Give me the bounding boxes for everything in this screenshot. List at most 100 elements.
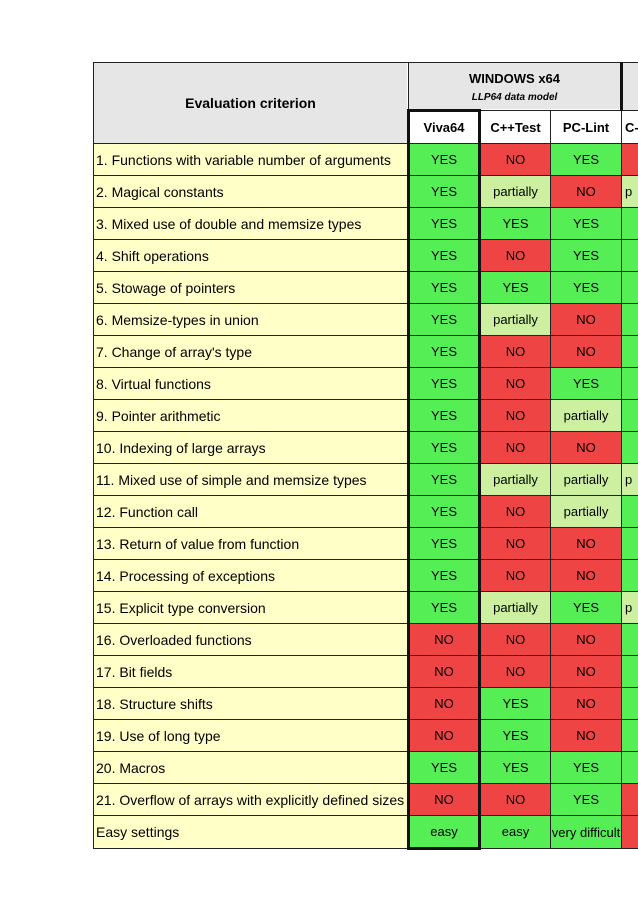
table-row: 13. Return of value from function YES NO NO	[93, 527, 638, 560]
criterion-cell: 7. Change of array's type	[93, 335, 409, 368]
table-row: 19. Use of long type NO YES NO	[93, 719, 638, 752]
table-row: Easy settings easy easy very difficult	[93, 815, 638, 850]
result-cell: YES	[407, 399, 481, 432]
result-cell	[621, 655, 638, 688]
result-cell: NO	[549, 687, 623, 720]
result-cell: NO	[479, 783, 551, 816]
criterion-cell: 3. Mixed use of double and memsize types	[93, 207, 409, 240]
result-cell: NO	[479, 239, 551, 272]
result-cell: NO	[549, 303, 623, 336]
result-cell: YES	[549, 271, 623, 304]
platform-subtitle: LLP64 data model	[471, 92, 558, 103]
table-row: 2. Magical constants YES partially NO p	[93, 175, 638, 208]
table-row: 18. Structure shifts NO YES NO	[93, 687, 638, 720]
table-row: 15. Explicit type conversion YES partially…	[93, 591, 638, 624]
result-cell: NO	[407, 783, 481, 816]
table-row: 21. Overflow of arrays with explicitly d…	[93, 783, 638, 816]
result-cell: YES	[479, 207, 551, 240]
criterion-cell: 14. Processing of exceptions	[93, 559, 409, 592]
criterion-cell: 16. Overloaded functions	[93, 623, 409, 656]
result-cell: p	[621, 175, 638, 208]
result-cell: YES	[407, 367, 481, 400]
table-row: 8. Virtual functions YES NO YES	[93, 367, 638, 400]
result-cell: YES	[407, 495, 481, 528]
comparison-table: Evaluation criterion WINDOWS x64 LLP64 d…	[93, 62, 638, 850]
result-cell: YES	[407, 271, 481, 304]
result-cell: YES	[549, 591, 623, 624]
criterion-cell: 6. Memsize-types in union	[93, 303, 409, 336]
result-cell: NO	[479, 527, 551, 560]
result-cell: YES	[479, 719, 551, 752]
result-cell: YES	[407, 431, 481, 464]
result-cell	[621, 527, 638, 560]
result-cell: YES	[549, 783, 623, 816]
result-cell: NO	[479, 655, 551, 688]
criterion-cell: 12. Function call	[93, 495, 409, 528]
result-cell: partially	[549, 463, 623, 496]
table-row: 20. Macros YES YES YES	[93, 751, 638, 784]
criterion-cell: 15. Explicit type conversion	[93, 591, 409, 624]
result-cell: NO	[549, 655, 623, 688]
criterion-cell: 17. Bit fields	[93, 655, 409, 688]
criterion-cell: 5. Stowage of pointers	[93, 271, 409, 304]
result-cell	[621, 559, 638, 592]
result-cell: YES	[407, 239, 481, 272]
result-cell: partially	[549, 399, 623, 432]
result-cell: YES	[407, 591, 481, 624]
result-cell	[621, 623, 638, 656]
result-cell: p	[621, 591, 638, 624]
result-cell: NO	[479, 143, 551, 176]
result-cell: NO	[549, 527, 623, 560]
result-cell: NO	[549, 175, 623, 208]
result-cell: YES	[407, 207, 481, 240]
table-row: 1. Functions with variable number of arg…	[93, 143, 638, 176]
result-cell: partially	[479, 463, 551, 496]
result-cell: easy	[407, 815, 481, 850]
criterion-cell: 18. Structure shifts	[93, 687, 409, 720]
result-cell: partially	[549, 495, 623, 528]
result-cell: NO	[479, 335, 551, 368]
result-cell: NO	[549, 623, 623, 656]
result-cell: NO	[407, 719, 481, 752]
table-row: 7. Change of array's type YES NO NO	[93, 335, 638, 368]
result-cell: NO	[479, 367, 551, 400]
result-cell: NO	[549, 431, 623, 464]
result-cell: NO	[479, 559, 551, 592]
table-row: 4. Shift operations YES NO YES	[93, 239, 638, 272]
criterion-cell: 20. Macros	[93, 751, 409, 784]
result-cell: YES	[407, 143, 481, 176]
result-cell: YES	[479, 751, 551, 784]
table-row: 3. Mixed use of double and memsize types…	[93, 207, 638, 240]
table-row: 12. Function call YES NO partially	[93, 495, 638, 528]
result-cell	[621, 335, 638, 368]
result-cell: NO	[479, 495, 551, 528]
result-cell	[621, 719, 638, 752]
result-cell: YES	[407, 559, 481, 592]
result-cell: YES	[407, 175, 481, 208]
table-row: 16. Overloaded functions NO NO NO	[93, 623, 638, 656]
result-cell: NO	[407, 655, 481, 688]
result-cell	[621, 431, 638, 464]
comparison-body: 1. Functions with variable number of arg…	[93, 143, 638, 850]
result-cell: YES	[479, 271, 551, 304]
table-row: 6. Memsize-types in union YES partially NO	[93, 303, 638, 336]
result-cell: YES	[549, 751, 623, 784]
criterion-cell: 10. Indexing of large arrays	[93, 431, 409, 464]
tool-header-next: C-	[621, 110, 638, 144]
result-cell	[621, 303, 638, 336]
result-cell: NO	[479, 399, 551, 432]
result-cell: NO	[407, 623, 481, 656]
result-cell: NO	[407, 687, 481, 720]
result-cell	[621, 783, 638, 816]
tool-header-cpptest: C++Test	[479, 110, 551, 144]
tool-header-viva64: Viva64	[407, 109, 481, 144]
result-cell: YES	[407, 463, 481, 496]
criterion-cell: 2. Magical constants	[93, 175, 409, 208]
criterion-cell: 13. Return of value from function	[93, 527, 409, 560]
table-row: 5. Stowage of pointers YES YES YES	[93, 271, 638, 304]
tool-header-pclint: PC-Lint	[549, 110, 623, 144]
result-cell: NO	[549, 719, 623, 752]
criterion-cell: Easy settings	[93, 815, 409, 849]
result-cell: YES	[549, 367, 623, 400]
criterion-cell: 19. Use of long type	[93, 719, 409, 752]
